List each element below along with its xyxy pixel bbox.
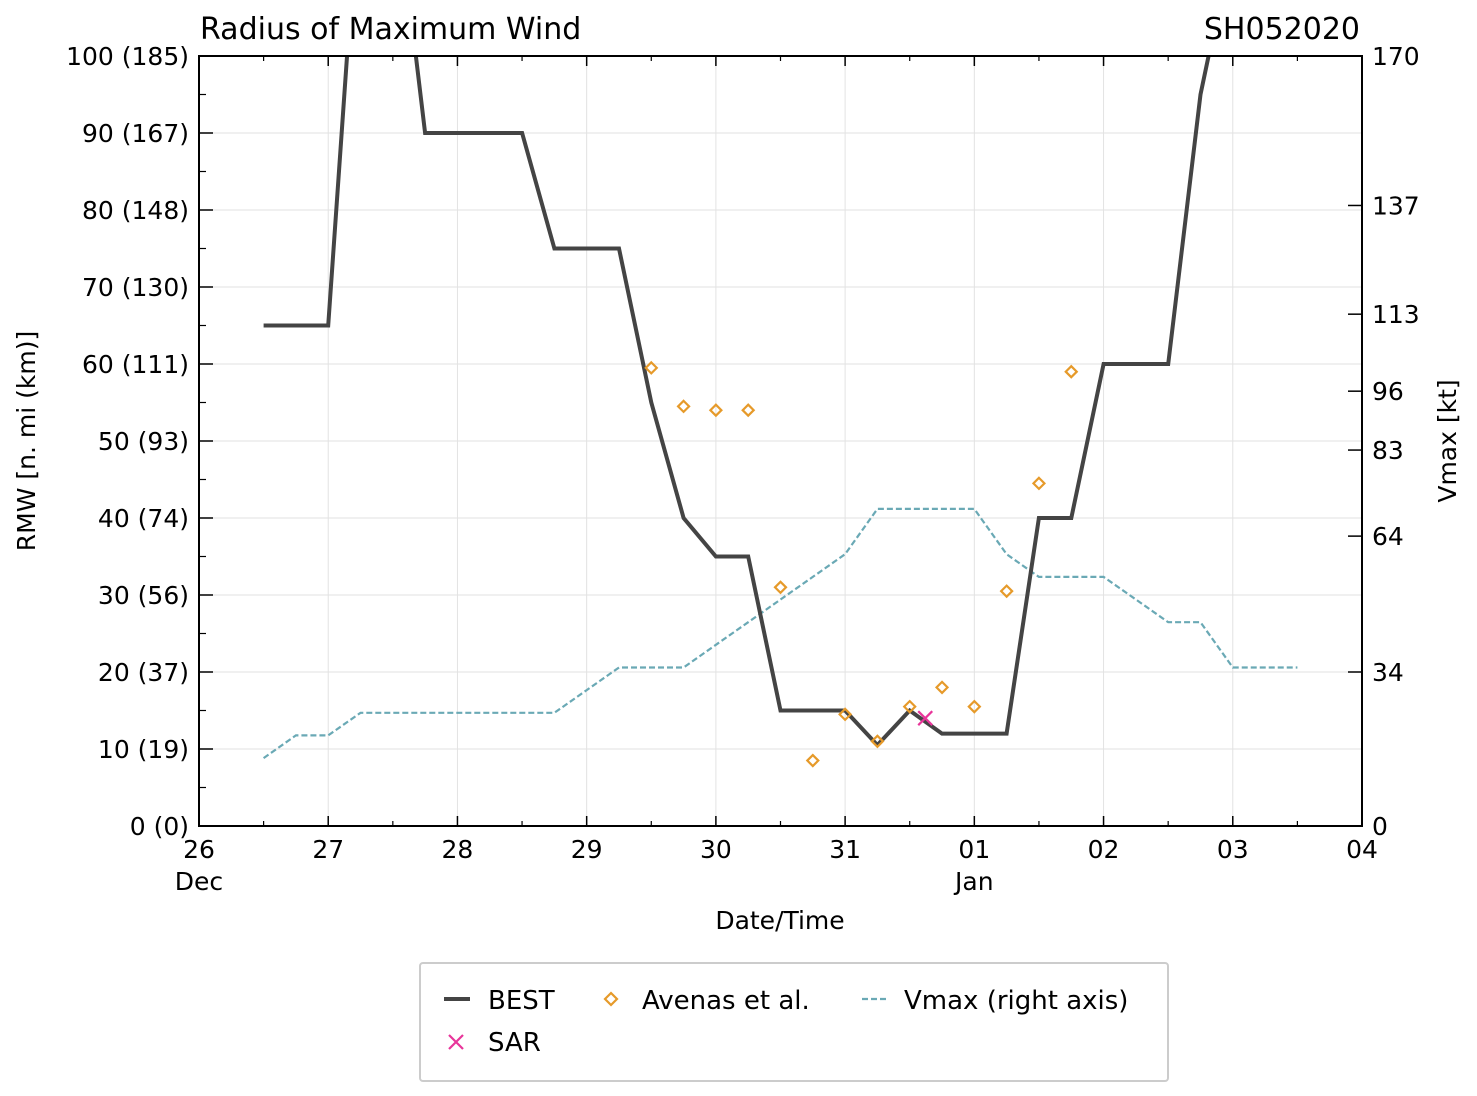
x-tick-label: 29	[571, 835, 603, 864]
avenas-point	[934, 680, 950, 695]
avenas-point	[1031, 476, 1046, 491]
best-track-line	[263, 56, 1211, 749]
legend-sar-label: SAR	[488, 1028, 541, 1058]
avenas-point	[805, 753, 820, 768]
y-left-tick-label: 80 (148)	[82, 196, 189, 225]
x-tick-label: 02	[1088, 835, 1120, 864]
x-tick-label: 30	[700, 835, 732, 864]
y-left-tick-label: 100 (185)	[66, 42, 189, 71]
avenas-point	[838, 707, 853, 722]
y-right-tick-label: 170	[1372, 42, 1420, 71]
x-tick-label: 04	[1346, 835, 1378, 864]
x-tick-label: 26	[183, 835, 215, 864]
x-tick-label: 28	[442, 835, 474, 864]
axis-ticks: 26 Dec 27 28 29 30 31 01 Jan 02 03 04 0 (0) 10 (19) 20…	[66, 42, 1420, 896]
y-left-tick-label: 90 (167)	[82, 119, 189, 148]
x-tick-label: 01	[958, 835, 990, 864]
avenas-point	[773, 580, 788, 595]
legend-avenas-label: Avenas et al.	[642, 986, 810, 1016]
legend: BEST Avenas et al. Vmax (right axis) SAR	[419, 962, 1169, 1082]
avenas-point	[1064, 364, 1079, 379]
avenas-point	[741, 403, 756, 418]
avenas-point	[999, 584, 1014, 599]
avenas-point	[902, 699, 917, 714]
vmax-line	[262, 507, 1298, 759]
y-left-tick-label: 70 (130)	[82, 273, 189, 302]
y-left-tick-label: 20 (37)	[98, 658, 189, 687]
y-left-tick-label: 60 (111)	[82, 350, 189, 379]
y-right-tick-label: 137	[1372, 191, 1420, 220]
y-right-tick-label: 64	[1372, 522, 1404, 551]
y-right-tick-label: 0	[1372, 812, 1388, 841]
y-left-tick-label: 30 (56)	[98, 581, 189, 610]
chart-title: Radius of Maximum Wind	[200, 12, 581, 47]
avenas-point	[644, 360, 659, 375]
x-axis-title: Date/Time	[715, 906, 844, 935]
data-series	[262, 56, 1298, 768]
storm-id: SH052020	[1204, 12, 1360, 47]
y-left-tick-label: 40 (74)	[98, 504, 189, 533]
y-left-tick-label: 10 (19)	[98, 735, 189, 764]
sar-point	[917, 710, 934, 726]
legend-sar-swatch	[448, 1034, 464, 1050]
x-tick-label: 03	[1217, 835, 1249, 864]
legend-best-label: BEST	[488, 986, 555, 1016]
y-axis-title-right: Vmax [kt]	[1433, 379, 1462, 502]
y-axis-title-left: RMW [n. mi (km)]	[12, 331, 41, 551]
y-right-tick-label: 96	[1372, 377, 1404, 406]
plot-frame	[198, 55, 1363, 827]
avenas-point	[870, 734, 885, 749]
y-left-tick-label: 0 (0)	[130, 812, 189, 841]
x-tick-label: 31	[829, 835, 861, 864]
x-tick-sublabel: Dec	[175, 867, 223, 896]
y-left-tick-label: 50 (93)	[98, 427, 189, 456]
legend-box	[419, 962, 1169, 1082]
legend-avenas-swatch	[603, 991, 619, 1007]
avenas-point	[967, 699, 982, 714]
y-right-tick-label: 34	[1372, 658, 1404, 687]
avenas-point	[708, 403, 723, 418]
x-tick-label: 27	[312, 835, 344, 864]
y-right-tick-label: 113	[1372, 300, 1420, 329]
x-tick-sublabel: Jan	[953, 867, 994, 896]
avenas-point	[676, 399, 691, 414]
legend-vmax-label: Vmax (right axis)	[904, 986, 1128, 1016]
y-right-tick-label: 83	[1372, 436, 1404, 465]
